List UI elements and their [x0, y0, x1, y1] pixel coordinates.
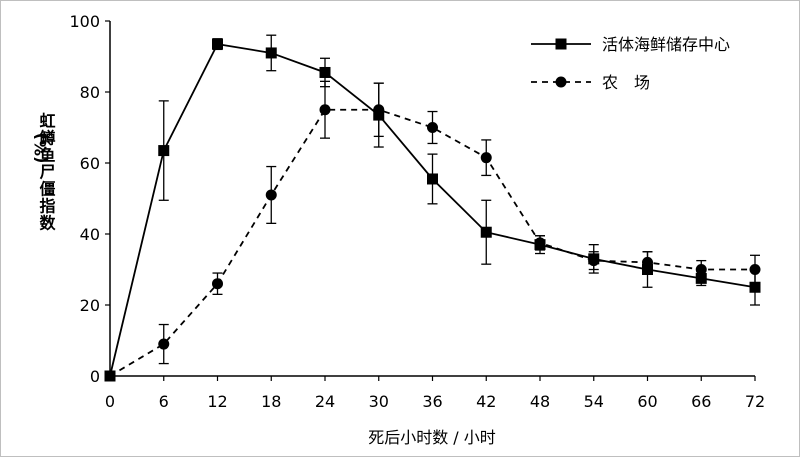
- x-tick-label: 54: [584, 392, 604, 411]
- x-tick-label: 66: [691, 392, 711, 411]
- series-2: [104, 80, 761, 382]
- legend-label-2: 农 场: [602, 73, 650, 92]
- x-tick-label: 42: [476, 392, 496, 411]
- x-tick-label: 0: [105, 392, 115, 411]
- y-tick-label: 40: [80, 225, 100, 244]
- series-2-line: [109, 108, 755, 377]
- data-point-square: [212, 38, 223, 50]
- y-tick-label: 0: [90, 367, 100, 386]
- x-tick-label: 12: [207, 392, 227, 411]
- data-point-circle: [104, 370, 116, 382]
- x-tick-label: 60: [637, 392, 657, 411]
- y-tick-label: 80: [80, 83, 100, 102]
- data-point-square: [480, 226, 492, 238]
- data-point-circle: [642, 256, 653, 268]
- data-point-circle: [373, 104, 385, 116]
- y-tick-label: 60: [80, 154, 100, 173]
- data-point-circle: [480, 152, 492, 164]
- y-tick-label: 100: [69, 12, 100, 31]
- y-axis-title: 虹鳟鱼尸僵指数: [37, 112, 57, 232]
- series-1: [104, 34, 761, 382]
- data-point-circle: [427, 122, 438, 133]
- x-tick-label: 48: [530, 392, 550, 411]
- y-tick-label: 20: [80, 296, 100, 315]
- data-point-circle: [212, 278, 223, 290]
- legend-marker-square: [555, 38, 567, 50]
- data-point-circle: [534, 237, 546, 249]
- data-point-square: [319, 66, 331, 78]
- axes: 0 20 40 60 80 100 0 6 12 18 24 30 36 42 48 54 60 66 72: [69, 12, 765, 411]
- data-point-circle: [158, 338, 170, 350]
- data-point-circle: [265, 189, 277, 201]
- legend-marker-circle: [555, 76, 567, 88]
- x-tick-label: 72: [745, 392, 765, 411]
- legend-label-1: 活体海鲜储存中心: [602, 35, 730, 54]
- data-point-circle: [749, 264, 761, 275]
- x-tick-label: 36: [422, 392, 442, 411]
- series-1-line: [109, 43, 756, 377]
- data-point-square: [265, 47, 277, 59]
- x-axis-title: 死后小时数 / 小时: [368, 428, 496, 447]
- data-point-square: [749, 281, 761, 293]
- x-tick-label: 6: [159, 392, 169, 411]
- data-point-square: [427, 173, 438, 185]
- data-point-circle: [588, 255, 600, 267]
- series-layer: [104, 34, 761, 382]
- x-tick-label: 30: [369, 392, 389, 411]
- data-point-circle: [319, 104, 331, 116]
- data-point-circle: [695, 264, 707, 275]
- y-axis-unit: (%): [31, 133, 50, 164]
- data-point-square: [158, 145, 170, 157]
- x-tick-label: 24: [315, 392, 335, 411]
- x-tick-label: 18: [261, 392, 281, 411]
